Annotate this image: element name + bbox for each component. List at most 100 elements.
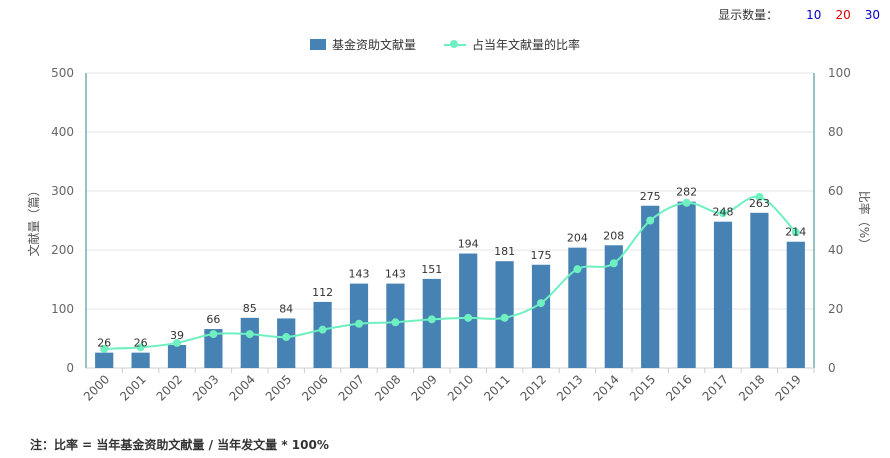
bar	[131, 352, 150, 368]
y2-tick-label: 80	[828, 125, 843, 139]
bar-value-label: 84	[279, 302, 293, 315]
bar-value-label: 194	[458, 238, 479, 251]
bar-value-label: 26	[134, 337, 148, 350]
bar	[204, 329, 223, 368]
ratio-point	[173, 338, 181, 347]
x-tick-label: 2012	[518, 372, 549, 403]
ratio-point	[646, 216, 655, 225]
bar-value-label: 263	[749, 197, 770, 210]
bar	[677, 201, 696, 368]
y2-tick-label: 60	[828, 184, 843, 198]
footnote: 注：比率 = 当年基金资助文献量 / 当年发文量 * 100%	[30, 438, 329, 452]
x-tick-label: 2006	[299, 372, 330, 403]
bar	[95, 352, 114, 368]
x-tick-label: 2016	[663, 372, 694, 403]
bar-value-label: 204	[567, 232, 588, 245]
bar	[750, 212, 769, 368]
bar-value-label: 282	[676, 186, 697, 199]
y-tick-label: 0	[66, 361, 74, 375]
bar-value-label: 143	[385, 268, 406, 281]
ratio-point	[537, 299, 545, 308]
ratio-point	[791, 228, 800, 237]
display-count-selector: 显示数量： 10 20 30	[718, 6, 880, 23]
bar-value-label: 208	[603, 229, 624, 242]
y-tick-label: 200	[51, 243, 74, 257]
x-tick-label: 2015	[627, 372, 658, 403]
bar-value-label: 181	[494, 245, 515, 258]
bar-value-label: 39	[170, 329, 184, 342]
bar	[713, 221, 733, 368]
ratio-point	[318, 325, 327, 334]
bar-value-label: 85	[243, 302, 257, 315]
y-tick-label: 100	[51, 302, 74, 316]
legend-item-line[interactable]: 占当年文献量的比率	[444, 36, 580, 53]
x-tick-label: 2004	[226, 372, 257, 403]
x-tick-label: 2014	[590, 372, 621, 403]
ratio-point	[100, 344, 109, 353]
ratio-point	[355, 319, 363, 328]
ratio-point	[682, 198, 691, 207]
bar-value-label: 26	[97, 337, 111, 350]
x-tick-label: 2000	[81, 372, 112, 403]
display-count-option-30[interactable]: 30	[864, 7, 880, 22]
legend-line-swatch	[444, 39, 466, 50]
x-tick-label: 2017	[700, 372, 731, 403]
x-tick-label: 2011	[481, 372, 512, 403]
y2-tick-label: 100	[828, 66, 851, 80]
x-tick-label: 2018	[736, 372, 767, 403]
bar-value-label: 214	[785, 226, 806, 239]
x-tick-label: 2003	[190, 372, 221, 403]
bar-value-label: 143	[349, 268, 370, 281]
y2-axis-title: 比率（%）	[857, 191, 872, 250]
bar	[240, 317, 259, 368]
bar	[604, 245, 623, 368]
x-tick-label: 2007	[336, 372, 367, 403]
bar-value-label: 66	[206, 313, 220, 326]
ratio-point	[500, 313, 509, 322]
bar-value-label: 175	[531, 249, 552, 262]
x-tick-label: 2019	[772, 372, 803, 403]
x-tick-label: 2002	[154, 372, 185, 403]
ratio-point	[209, 330, 218, 339]
x-tick-label: 2001	[117, 372, 148, 403]
chart-legend: 基金资助文献量 占当年文献量的比率	[0, 36, 890, 53]
ratio-point	[282, 333, 291, 342]
x-tick-label: 2013	[554, 372, 585, 403]
ratio-point	[573, 265, 582, 274]
x-tick-label: 2010	[445, 372, 476, 403]
y-tick-label: 500	[51, 66, 74, 80]
x-tick-label: 2005	[263, 372, 294, 403]
bar	[786, 241, 805, 368]
bar	[422, 278, 441, 368]
x-tick-label: 2008	[372, 372, 403, 403]
display-count-label: 显示数量：	[718, 8, 779, 22]
bar-value-label: 112	[312, 286, 333, 299]
legend-item-bar[interactable]: 基金资助文献量	[309, 36, 416, 53]
ratio-point	[755, 192, 764, 201]
y-tick-label: 300	[51, 184, 74, 198]
display-count-option-10[interactable]: 10	[806, 7, 822, 22]
bar	[167, 344, 187, 368]
display-count-option-20[interactable]: 20	[835, 7, 851, 22]
ratio-point	[719, 209, 727, 218]
bar	[641, 205, 660, 368]
ratio-point	[245, 330, 254, 339]
y2-tick-label: 0	[828, 361, 836, 375]
ratio-point	[427, 315, 436, 324]
legend-line-label: 占当年文献量的比率	[472, 38, 581, 52]
ratio-point	[609, 259, 618, 268]
bar	[459, 253, 478, 368]
bar-value-label: 151	[421, 263, 442, 276]
bar	[277, 318, 296, 368]
y2-tick-label: 20	[828, 302, 843, 316]
y2-tick-label: 40	[828, 243, 843, 257]
bar	[568, 247, 587, 368]
combo-chart: 0 100 200 300 400 500 0 20 40 60 80 100 文献量（篇） 比率（%） 2…	[26, 66, 872, 404]
y-axis-title: 文献量（篇）	[26, 184, 41, 256]
ratio-point	[464, 313, 473, 322]
y-tick-label: 400	[51, 125, 74, 139]
bar	[313, 301, 332, 368]
x-tick-label: 2009	[408, 372, 439, 403]
bar-value-label: 248	[713, 206, 734, 219]
legend-bar-swatch	[309, 39, 326, 50]
